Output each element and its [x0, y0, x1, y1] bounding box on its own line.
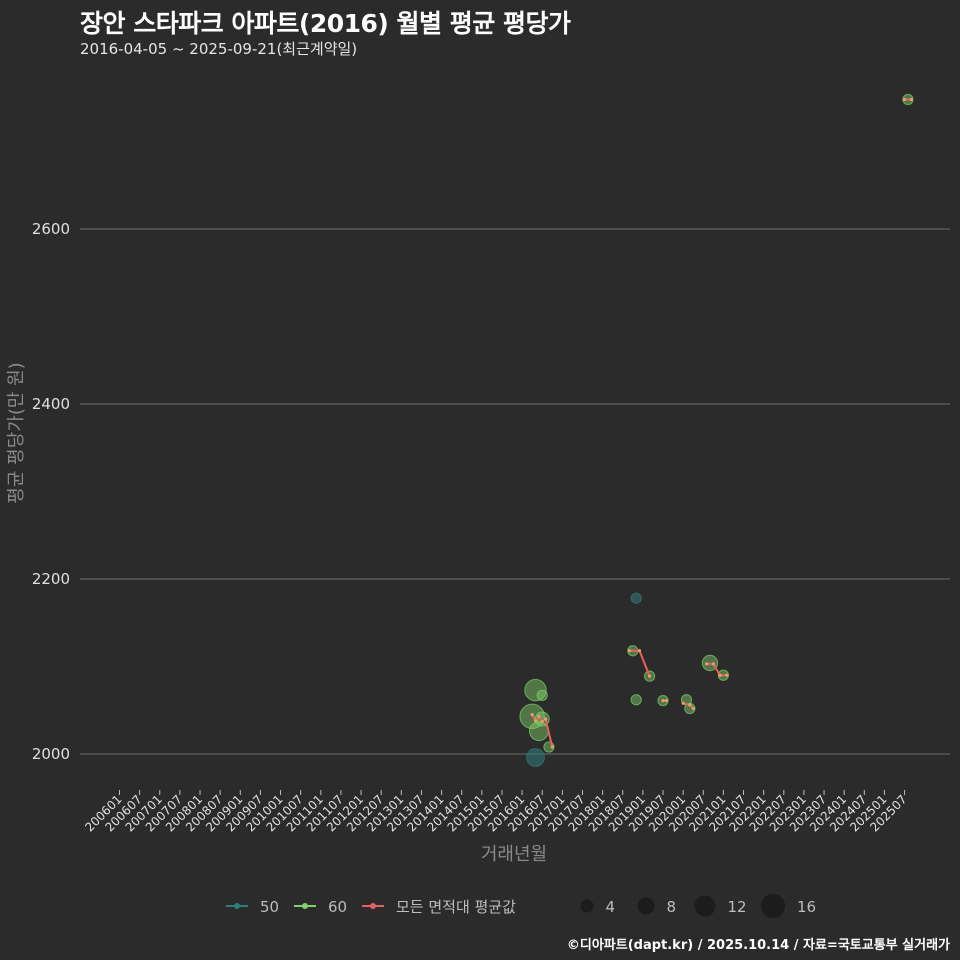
- legend-size-item-1: 8: [637, 897, 677, 916]
- y-tick-label: 2400: [32, 395, 70, 413]
- legend-dot-icon: [370, 903, 376, 909]
- average-point: [533, 719, 538, 723]
- average-point: [540, 720, 544, 724]
- average-point: [530, 713, 534, 717]
- x-axis-title: 거래년월: [481, 844, 547, 865]
- average-point: [550, 745, 554, 749]
- legend-size-icon: [580, 899, 594, 913]
- legend-size-label: 8: [667, 898, 677, 916]
- average-point: [627, 649, 632, 653]
- data-point-60: [536, 689, 548, 701]
- average-point: [543, 717, 548, 721]
- average-point: [688, 703, 692, 707]
- y-tick-label: 2600: [32, 220, 70, 238]
- average-point: [902, 97, 907, 102]
- legend-label: 60: [328, 898, 347, 916]
- average-point: [711, 662, 715, 666]
- chart-title: 장안 스타파크 아파트(2016) 월별 평균 평당가: [80, 9, 571, 38]
- average-point: [661, 699, 665, 703]
- average-point: [691, 706, 695, 711]
- legend-size-label: 4: [606, 898, 616, 916]
- legend-dot-icon: [302, 903, 308, 909]
- average-point: [537, 714, 541, 718]
- y-tick-label: 2200: [32, 570, 70, 588]
- average-point: [681, 701, 685, 705]
- average-point: [647, 674, 652, 678]
- legend-size-item-2: 12: [694, 895, 747, 917]
- y-axis-title: 평균 평당가(만 원): [6, 362, 27, 503]
- legend-size-label: 12: [728, 898, 747, 916]
- legend-size-icon: [761, 894, 785, 918]
- legend-item-0: 50: [226, 898, 279, 916]
- legend-size-label: 16: [797, 898, 816, 916]
- y-axis-ticks: 2000 2200 2400 2600: [32, 220, 70, 763]
- legend: 50 60 모든 면적대 평균값 4 8 12 16: [226, 894, 816, 918]
- chart-subtitle: 2016-04-05 ~ 2025-09-21(최근계약일): [80, 40, 358, 58]
- data-point-50: [630, 592, 642, 604]
- legend-size-icon: [694, 895, 716, 917]
- average-point: [637, 649, 642, 653]
- legend-label: 50: [260, 898, 279, 916]
- legend-item-1: 60: [294, 898, 347, 916]
- average-point: [705, 662, 709, 666]
- plot-area: [519, 93, 914, 767]
- average-point: [909, 97, 913, 102]
- legend-item-2: 모든 면적대 평균값: [362, 898, 516, 916]
- legend-dot-icon: [234, 903, 240, 909]
- x-axis-ticks: 2006012006072007012007072008012008072009…: [82, 790, 910, 835]
- y-tick-label: 2000: [32, 745, 70, 763]
- legend-size-item-0: 4: [580, 898, 616, 916]
- data-point-60: [524, 678, 547, 702]
- source-credit: ©디아파트(dapt.kr) / 2025.10.14 / 자료=국토교통부 실…: [566, 938, 950, 953]
- data-point-50: [526, 748, 545, 767]
- legend-label: 모든 면적대 평균값: [396, 898, 516, 916]
- average-line: [706, 662, 727, 677]
- legend-size-icon: [637, 897, 655, 915]
- average-point: [718, 673, 722, 677]
- average-point: [725, 673, 729, 677]
- data-point-60: [630, 694, 642, 706]
- legend-size-item-3: 16: [761, 894, 816, 918]
- y-grid-lines: [80, 228, 950, 755]
- average-point: [664, 699, 668, 703]
